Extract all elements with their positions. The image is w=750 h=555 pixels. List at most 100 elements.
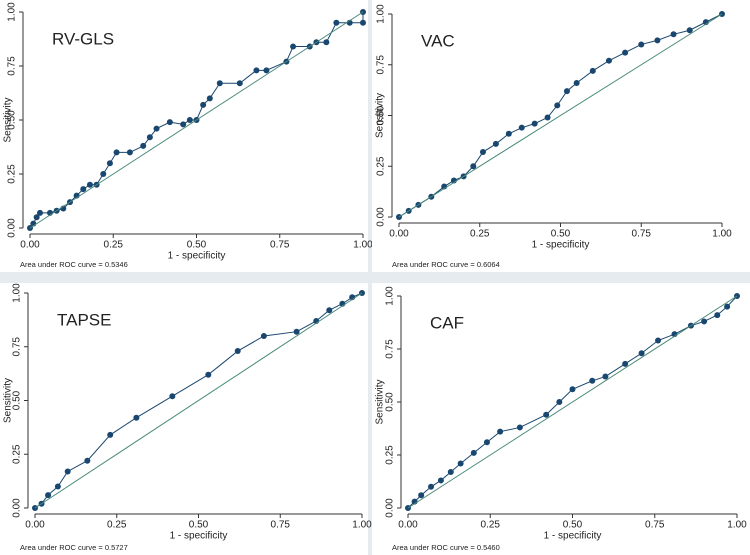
roc-point [323, 39, 330, 46]
panel: 0.00 0.25 0.50 0.75 1.00 0.00 0.25 0.50 0.75 1.00… [0, 0, 373, 272]
y-tick-label: 0.25 [12, 444, 23, 464]
roc-point [418, 492, 425, 499]
y-tick-label: 0.00 [12, 498, 23, 518]
roc-point [602, 373, 609, 380]
x-tick-label: 0.75 [271, 520, 291, 531]
panel: 0.00 0.25 0.50 0.75 1.00 0.00 0.25 0.50 0.75 1.00… [372, 0, 750, 272]
y-tick-label: 0.00 [385, 498, 396, 518]
roc-point [589, 67, 596, 74]
roc-point [169, 393, 176, 400]
roc-point [290, 43, 297, 50]
roc-point [263, 67, 270, 74]
x-tick-label: 0.50 [551, 229, 571, 240]
roc-point [563, 88, 570, 95]
x-tick-label: 0.25 [104, 240, 124, 251]
y-tick-label: 0.50 [385, 392, 396, 412]
roc-point [236, 80, 243, 87]
roc-point [45, 492, 52, 499]
roc-point [253, 67, 260, 74]
roc-point [589, 377, 596, 384]
x-tick-label: 0.50 [563, 520, 583, 531]
panel: 0.00 0.25 0.50 0.75 1.00 0.00 0.25 0.50 0.75 1.00… [0, 283, 372, 555]
panel-title: RV-GLS [52, 29, 114, 48]
roc-point [84, 457, 91, 464]
roc-point [543, 411, 550, 418]
roc-point [544, 114, 551, 121]
x-tick-label: 1.00 [352, 520, 372, 531]
x-tick-label: 0.00 [389, 229, 409, 240]
x-tick-label: 0.00 [398, 520, 418, 531]
y-tick-label: 1.00 [376, 4, 387, 24]
roc-point [483, 439, 490, 446]
y-axis-title: Sensitivity [3, 378, 14, 423]
roc-point [701, 318, 708, 325]
y-tick-label: 1.00 [7, 2, 18, 22]
roc-point [724, 303, 731, 310]
roc-line [407, 295, 738, 509]
y-tick-label: 0.75 [12, 337, 23, 357]
y-tick-label: 1.00 [385, 286, 396, 306]
roc-point [531, 120, 538, 127]
x-tick-label: 1.00 [353, 240, 373, 251]
roc-point [33, 214, 40, 221]
roc-point [556, 399, 563, 405]
roc-point [470, 449, 477, 456]
roc-point [153, 125, 160, 132]
roc-point [126, 149, 133, 156]
roc-point [479, 149, 486, 156]
roc-point [447, 468, 454, 475]
roc-point [428, 483, 435, 490]
roc-point [146, 134, 153, 141]
x-axis-title: 1 - specificity [532, 240, 590, 251]
roc-point [216, 80, 223, 87]
roc-point [186, 117, 193, 123]
roc-point [106, 160, 113, 167]
x-tick-label: 1.00 [712, 229, 732, 240]
roc-point [622, 360, 629, 367]
x-tick-label: 0.75 [270, 240, 290, 251]
roc-point [655, 337, 662, 344]
roc-point [86, 181, 93, 188]
roc-point [140, 142, 147, 149]
roc-point [205, 371, 212, 378]
roc-point [80, 186, 87, 193]
panel-title: CAF [430, 313, 464, 332]
y-tick-label: 1.00 [12, 283, 23, 303]
roc-point [569, 386, 576, 393]
panel-background [0, 0, 368, 272]
roc-point [622, 49, 629, 56]
x-tick-label: 0.00 [20, 240, 40, 251]
roc-point [492, 140, 499, 147]
x-tick-label: 0.25 [470, 229, 490, 240]
roc-point [54, 483, 61, 490]
y-axis-title: Sensitivity [375, 93, 386, 138]
roc-point [260, 333, 267, 339]
roc-point [36, 209, 43, 216]
y-axis-title: Sensitivity [375, 379, 386, 424]
annotation: Area under ROC curve = 0.5346 [20, 260, 128, 269]
panel: 0.00 0.25 0.50 0.75 1.00 0.00 0.25 0.50 0.75 1.00… [372, 283, 750, 555]
x-tick-label: 0.00 [25, 520, 45, 531]
roc-point [100, 171, 107, 177]
roc-point [554, 102, 561, 109]
x-axis-title: 1 - specificity [168, 251, 226, 262]
x-tick-label: 0.75 [645, 520, 665, 531]
roc-point [133, 414, 140, 421]
roc-point [180, 121, 187, 128]
annotation: Area under ROC curve = 0.5460 [392, 543, 500, 552]
x-tick-label: 0.25 [107, 520, 127, 531]
roc-point [516, 424, 523, 431]
y-tick-label: 0.75 [385, 339, 396, 359]
x-tick-label: 0.75 [632, 229, 652, 240]
roc-point [234, 348, 241, 355]
panel-title: VAC [421, 31, 455, 50]
roc-point [714, 312, 721, 319]
y-tick-label: 0.00 [7, 218, 18, 238]
x-axis-title: 1 - specificity [544, 531, 602, 542]
roc-point [113, 149, 120, 156]
y-tick-label: 0.00 [376, 207, 387, 227]
roc-point [573, 80, 580, 87]
roc-point [293, 328, 300, 335]
